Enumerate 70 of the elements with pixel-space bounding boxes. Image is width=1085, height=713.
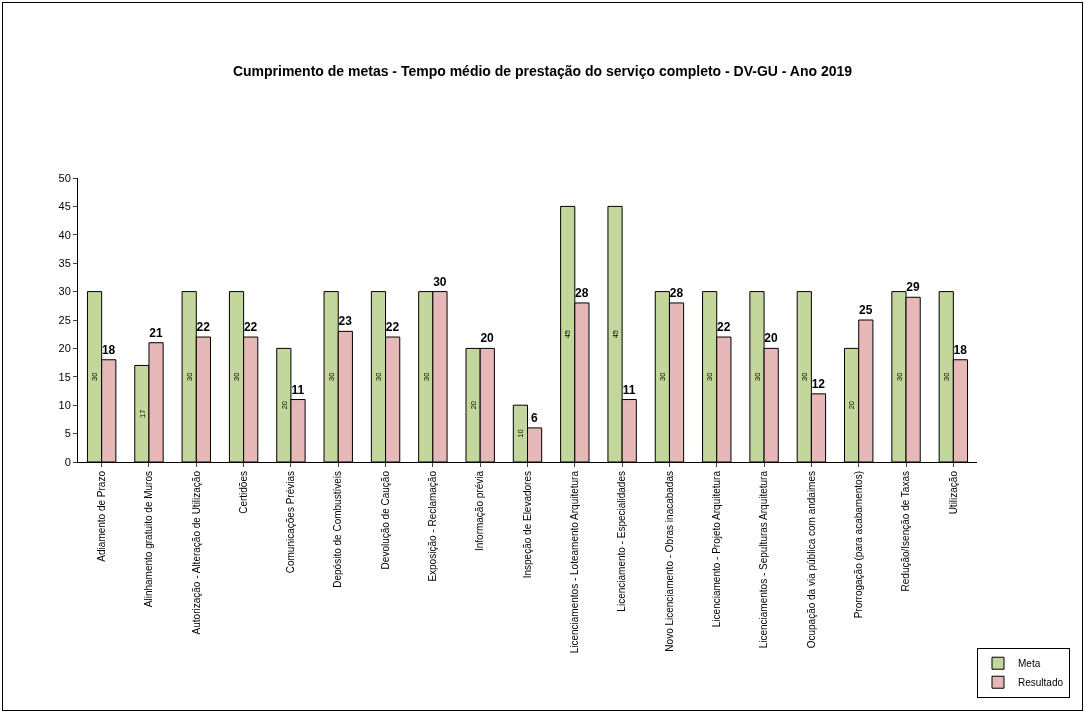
data-label: 18 <box>101 342 116 357</box>
data-label: 28 <box>669 285 684 300</box>
data-label: 22 <box>717 320 731 335</box>
x-tick-label: Utilização <box>947 470 959 515</box>
y-tick-label: 30 <box>58 285 71 298</box>
data-label: 45 <box>610 330 620 339</box>
x-tick-label: Alinhamento gratuito de Muros <box>143 471 155 608</box>
data-label: 30 <box>90 372 100 381</box>
y-tick-label: 5 <box>64 427 71 440</box>
data-label: 22 <box>385 320 400 335</box>
data-label: 12 <box>811 376 826 391</box>
data-label: 25 <box>858 303 873 317</box>
legend-label: Resultado <box>1018 677 1064 689</box>
data-label: 29 <box>906 280 920 295</box>
data-label: 30 <box>752 372 762 381</box>
data-label: 45 <box>563 330 573 339</box>
y-tick-label: 15 <box>58 370 71 383</box>
data-label: 17 <box>137 409 147 418</box>
x-tick-label: Exposição - Reclamação <box>427 470 439 582</box>
data-label: 20 <box>480 331 495 346</box>
data-label: 22 <box>243 320 258 335</box>
x-tick-label: Informação prévia <box>474 470 486 552</box>
x-tick-label: Licenciamentos - Loteamento Arquitetura <box>569 470 581 654</box>
data-label: 30 <box>374 372 384 381</box>
y-tick-label: 10 <box>58 399 71 412</box>
data-label: 30 <box>800 372 810 381</box>
data-label: 30 <box>184 372 194 381</box>
chart-title: Cumprimento de metas - Tempo médio de prestação do serviço completo - DV-GU - Ano 2019 <box>232 63 853 80</box>
x-tick-label: Comunicações Prévias <box>285 471 297 574</box>
x-tick-label: Ocupação da via pública com andaimes <box>805 471 817 649</box>
x-tick-label: Prorrogação (para acabamentos) <box>852 471 864 619</box>
data-label: 21 <box>149 325 163 340</box>
data-label: 30 <box>705 372 715 381</box>
y-tick-label: 20 <box>58 342 71 355</box>
y-tick-label: 0 <box>64 455 71 468</box>
x-tick-label: Certidões <box>237 471 249 514</box>
x-tick-label: Novo Licenciamento - Obras inacabadas <box>663 471 675 652</box>
data-label: 30 <box>326 372 336 381</box>
data-label: 18 <box>953 342 968 357</box>
x-tick-label: Redução/Isenção de Taxas <box>900 471 912 592</box>
data-label: 22 <box>196 320 211 335</box>
data-label: 20 <box>468 401 478 410</box>
y-tick-label: 45 <box>58 200 71 213</box>
y-tick-label: 40 <box>58 228 71 241</box>
y-tick-label: 25 <box>58 313 71 326</box>
data-label: 10 <box>516 429 526 438</box>
x-tick-label: Licenciamento - Especialidades <box>616 471 628 612</box>
data-label: 6 <box>531 410 539 425</box>
data-label: 11 <box>622 382 636 397</box>
data-label: 30 <box>232 372 242 381</box>
x-tick-label: Devolução de Caução <box>379 470 391 570</box>
x-tick-label: Licenciamentos - Sepulturas Arquitetura <box>758 470 770 649</box>
x-tick-label: Adiamento de Prazo <box>95 470 107 562</box>
data-label: 30 <box>658 372 668 381</box>
x-tick-label: Depósito de Combustíveis <box>332 471 344 588</box>
data-label: 30 <box>433 274 447 289</box>
legend-label: Meta <box>1018 658 1041 670</box>
y-tick-label: 35 <box>58 257 71 270</box>
data-label: 20 <box>279 401 289 410</box>
x-tick-label: Licenciamento - Projeto Arquitetura <box>711 470 723 628</box>
data-label: 20 <box>847 401 857 410</box>
x-tick-label: Inspeção de Elevadores <box>521 471 533 579</box>
y-tick-label: 50 <box>58 171 71 184</box>
x-tick-label: Autorização - Alteração de Utilização <box>190 470 202 635</box>
data-label: 30 <box>421 372 431 381</box>
data-label: 30 <box>894 372 904 381</box>
data-label: 23 <box>338 314 353 329</box>
data-label: 28 <box>575 285 589 300</box>
data-label: 11 <box>291 382 305 397</box>
data-label: 30 <box>941 372 951 381</box>
